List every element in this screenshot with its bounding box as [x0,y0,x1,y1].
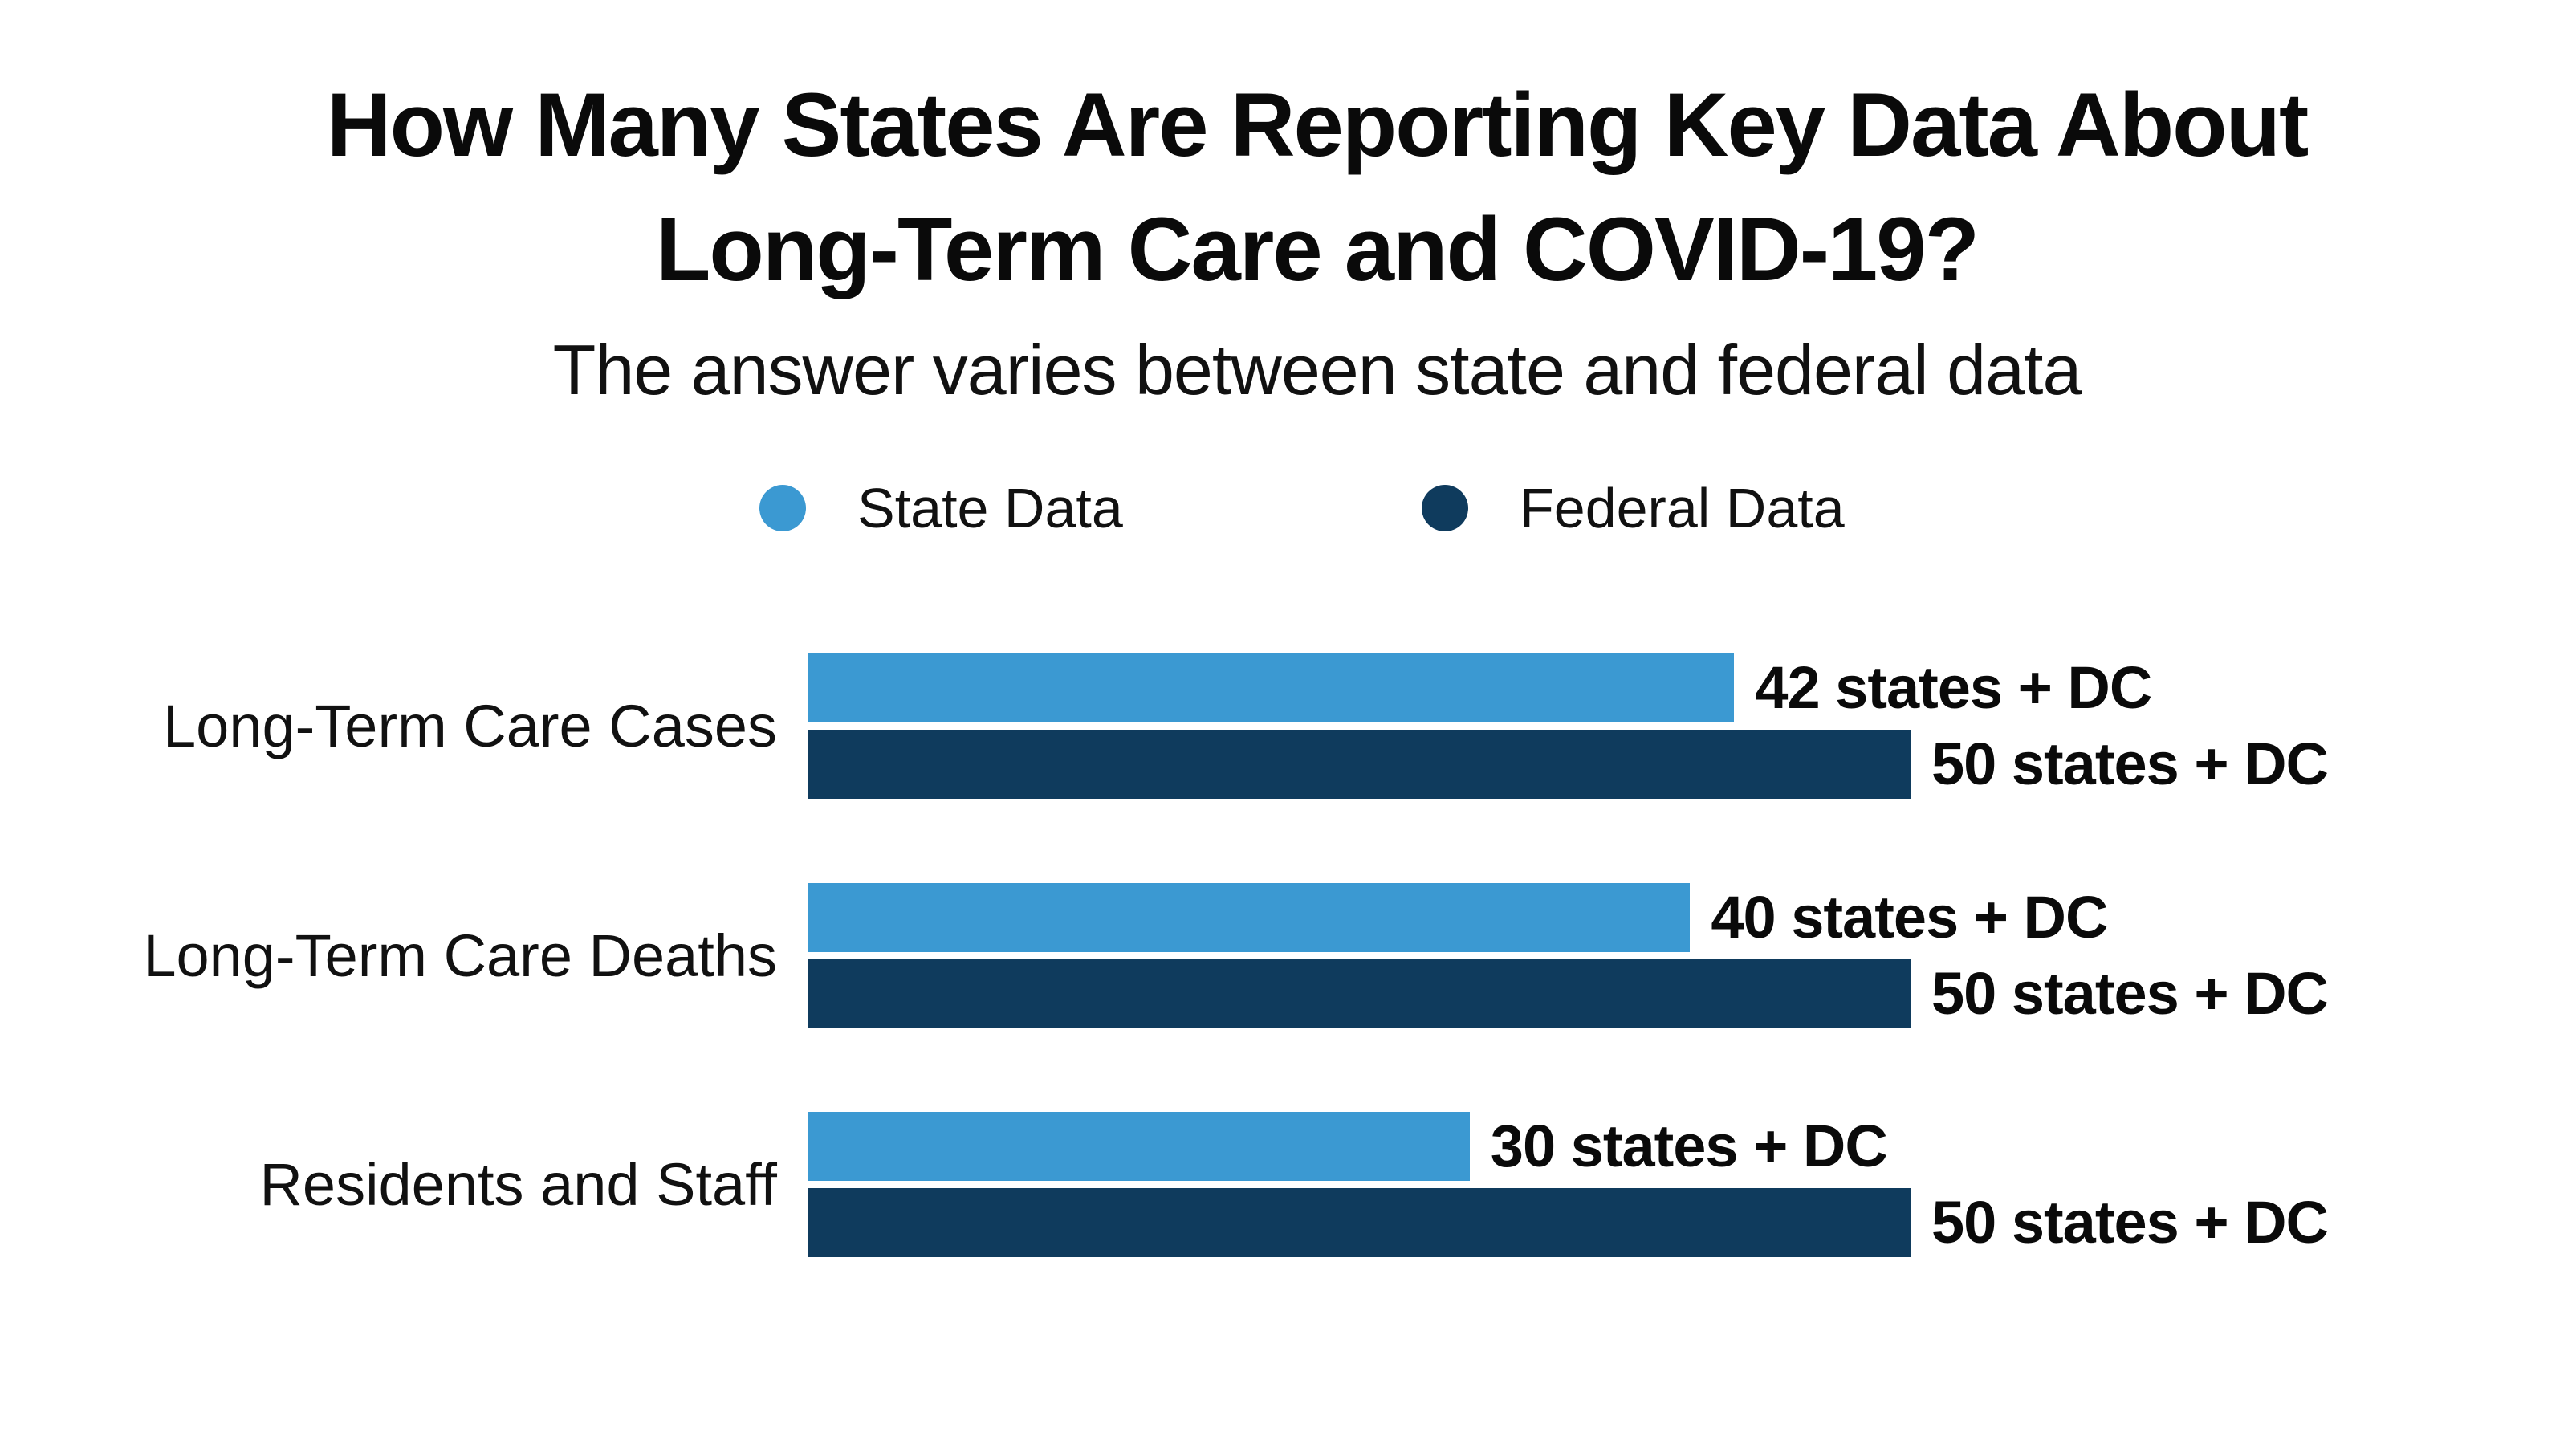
chart-row-residents-and-staff: Residents and Staff 30 states + DC 50 st… [0,1112,2576,1257]
page-title: How Many States Are Reporting Key Data A… [58,63,2576,311]
category-label: Long-Term Care Deaths [143,922,777,989]
chart-row-long-term-care-deaths: Long-Term Care Deaths 40 states + DC 50 … [0,883,2576,1028]
legend-label: State Data [857,477,1123,539]
legend-label: Federal Data [1520,477,1845,539]
legend-item-federal-data: Federal Data [1422,472,1845,544]
bar-value-label: 40 states + DC [1711,884,2108,950]
category-label: Long-Term Care Cases [163,693,777,759]
bar-value-label: 50 states + DC [1931,960,2329,1027]
bar-value-label: 42 states + DC [1755,654,2152,721]
bar-group: 30 states + DC 50 states + DC [808,1112,2329,1257]
federal-data-bar: 50 states + DC [808,959,2329,1028]
federal-data-bar: 50 states + DC [808,1188,2329,1257]
bar-group: 40 states + DC 50 states + DC [808,883,2329,1028]
federal-data-bar: 50 states + DC [808,730,2329,799]
bar-value-label: 50 states + DC [1931,1189,2329,1256]
page-subtitle: The answer varies between state and fede… [552,330,2082,409]
federal-data-dot-icon [1422,485,1468,531]
chart-row-long-term-care-cases: Long-Term Care Cases 42 states + DC 50 s… [0,653,2576,799]
state-data-bar: 42 states + DC [808,653,2152,722]
bar-group: 42 states + DC 50 states + DC [808,653,2329,799]
category-label: Residents and Staff [259,1151,777,1218]
title-line-2: Long-Term Care and COVID-19? [655,199,1980,299]
title-line-1: How Many States Are Reporting Key Data A… [326,75,2309,175]
state-data-bar: 40 states + DC [808,883,2108,952]
state-data-dot-icon [759,485,806,531]
legend-item-state-data: State Data [759,472,1123,544]
bar-value-label: 50 states + DC [1931,731,2329,797]
bar-value-label: 30 states + DC [1490,1113,1888,1179]
state-data-bar: 30 states + DC [808,1112,1888,1181]
